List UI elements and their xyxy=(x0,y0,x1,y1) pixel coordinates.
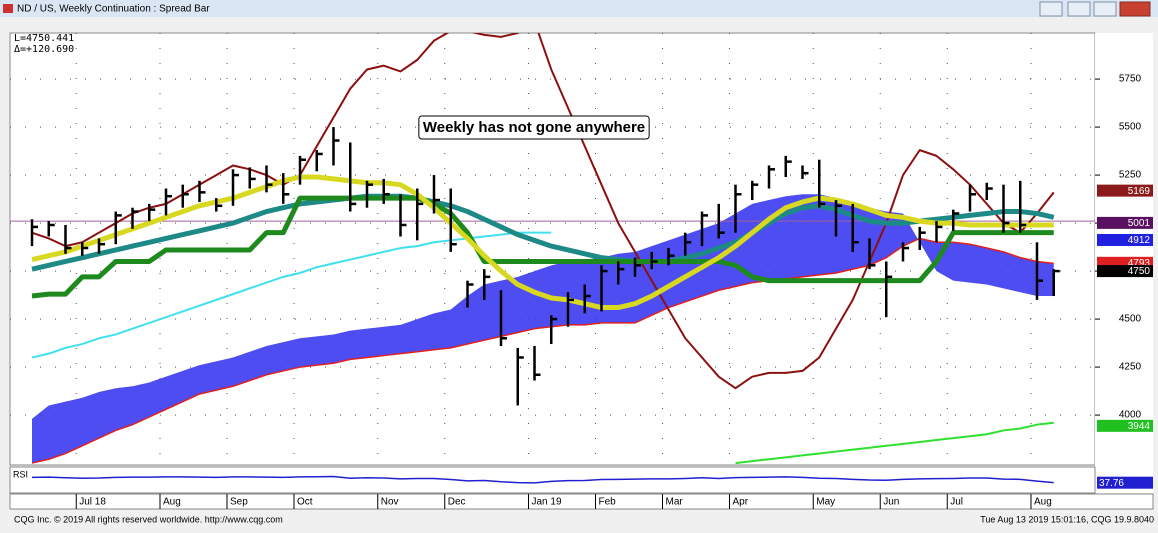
price-label: 5169 xyxy=(1128,186,1151,197)
x-tick-label: Oct xyxy=(297,497,313,508)
title-bar xyxy=(0,0,1158,17)
footer-left: CQG Inc. © 2019 All rights reserved worl… xyxy=(14,514,283,524)
x-tick-label: Dec xyxy=(448,497,466,508)
price-label-box xyxy=(1097,265,1153,278)
info-delta: Δ=+120.690 xyxy=(14,44,74,55)
y-tick-label: 4000 xyxy=(1119,410,1142,421)
y-tick-label: 4500 xyxy=(1119,314,1142,325)
annotation-box xyxy=(418,115,650,140)
x-tick-label: Jul xyxy=(950,497,963,508)
x-tick-label: Mar xyxy=(666,497,684,508)
x-tick-label: Feb xyxy=(599,497,617,508)
price-label-box xyxy=(1097,419,1153,432)
plot xyxy=(10,33,1095,465)
time-axis xyxy=(9,493,1154,510)
y-tick-label: 5500 xyxy=(1119,122,1142,133)
x-tick-label: May xyxy=(816,497,835,508)
rsi-pane xyxy=(9,466,1096,494)
rsi-label: RSI xyxy=(13,469,28,479)
y-tick-label: 5250 xyxy=(1119,170,1142,181)
x-tick-label: Jan 19 xyxy=(532,497,562,508)
x-tick-label: Sep xyxy=(230,497,248,508)
x-tick-label: Aug xyxy=(1034,497,1052,508)
price-label: 3944 xyxy=(1128,421,1151,432)
x-tick-label: Jun xyxy=(883,497,899,508)
indicator-line xyxy=(31,193,1055,272)
rsi-last-label: 37.76 xyxy=(1099,478,1124,489)
indicator-line xyxy=(31,475,1054,484)
footer-right: Tue Aug 13 2019 15:01:16, CQG 19.9.8040 xyxy=(980,514,1154,524)
pin-button[interactable] xyxy=(1039,1,1063,17)
app-icon xyxy=(3,4,13,13)
cloud xyxy=(32,194,1054,464)
price-label-box xyxy=(1097,184,1153,197)
cloud-lower-edge xyxy=(31,237,1054,464)
price-label-box xyxy=(1097,233,1153,246)
price-label: 4793 xyxy=(1128,258,1151,269)
y-tick-label: 4250 xyxy=(1119,362,1142,373)
indicator-line xyxy=(31,195,1054,299)
maximize-button[interactable] xyxy=(1093,1,1117,17)
indicator-line xyxy=(31,174,1054,311)
y-tick-label: 5750 xyxy=(1119,74,1142,85)
indicator-line xyxy=(31,33,1055,390)
minimize-button[interactable] xyxy=(1067,1,1091,17)
close-button[interactable] xyxy=(1119,1,1151,17)
price-label: 4750 xyxy=(1128,266,1151,277)
x-tick-label: Nov xyxy=(381,497,399,508)
x-tick-label: Aug xyxy=(163,497,181,508)
indicator-line xyxy=(735,421,1054,465)
price-label-box xyxy=(1097,216,1153,229)
window-title: ND / US, Weekly Continuation : Spread Ba… xyxy=(17,4,210,15)
info-l: L=4750.441 xyxy=(14,33,74,44)
price-label: 5001 xyxy=(1128,218,1151,229)
price-label: 4912 xyxy=(1128,235,1151,246)
x-tick-label: Apr xyxy=(733,497,749,508)
rsi-last-box xyxy=(1097,476,1153,489)
annotation: Weekly has not gone anywhere xyxy=(423,119,645,136)
x-tick-label: Jul 18 xyxy=(79,497,106,508)
